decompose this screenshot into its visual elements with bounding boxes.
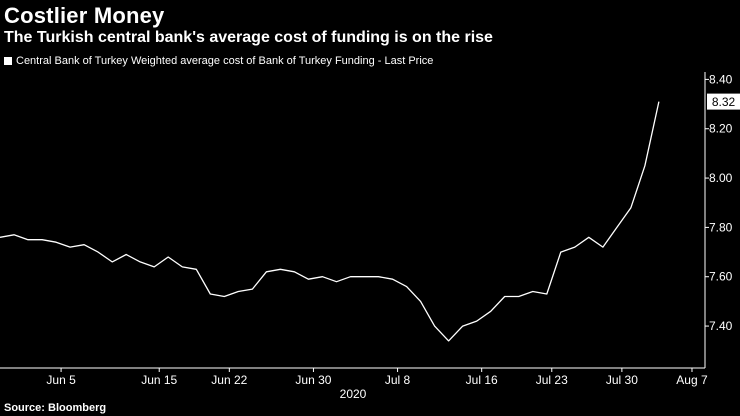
y-tick-label: 7.60 <box>709 270 733 284</box>
x-tick-label: Aug 7 <box>676 373 708 387</box>
series-line <box>0 101 660 342</box>
y-tick-label: 7.80 <box>709 220 733 234</box>
x-tick-label: Jul 30 <box>606 373 638 387</box>
y-tick-label: 8.40 <box>709 72 733 86</box>
y-tick-label: 8.00 <box>709 171 733 185</box>
x-tick-label: Jun 30 <box>295 373 331 387</box>
y-tick-label: 7.40 <box>709 319 733 333</box>
chart-title: Costlier Money <box>4 3 165 28</box>
legend-swatch <box>4 57 12 65</box>
x-tick-label: Jun 15 <box>141 373 177 387</box>
x-year-label: 2020 <box>340 387 367 401</box>
x-tick-label: Jun 22 <box>211 373 247 387</box>
legend: Central Bank of Turkey Weighted average … <box>4 55 433 67</box>
x-tick-label: Jul 8 <box>385 373 411 387</box>
y-tick-label: 8.20 <box>709 122 733 136</box>
x-tick-label: Jul 23 <box>536 373 568 387</box>
last-value-box <box>707 93 740 110</box>
chart-subtitle: The Turkish central bank's average cost … <box>4 29 493 46</box>
x-tick-label: Jun 5 <box>46 373 76 387</box>
source-note: Source: Bloomberg <box>4 402 107 414</box>
legend-label: Central Bank of Turkey Weighted average … <box>16 55 434 67</box>
x-tick-label: Jul 16 <box>466 373 498 387</box>
last-value-label: 8.32 <box>712 95 736 109</box>
